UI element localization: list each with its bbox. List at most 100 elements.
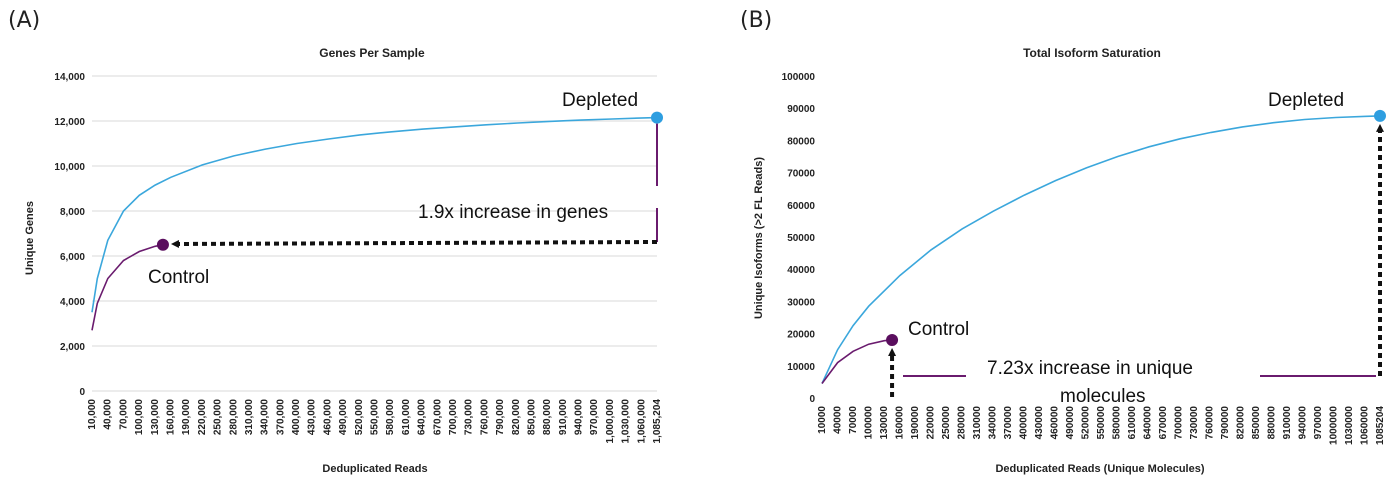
- x-tick-label: 430,000: [307, 399, 318, 436]
- x-tick-label: 790,000: [495, 399, 506, 436]
- depleted-label: Depleted: [1268, 90, 1344, 111]
- series-line-control: [821, 339, 893, 384]
- x-tick-label: 160000: [895, 406, 906, 440]
- x-tick-label: 610000: [1127, 406, 1138, 440]
- x-tick-label: 1,060,000: [636, 399, 647, 444]
- chart-b-title: Total Isoform Saturation: [1023, 46, 1161, 60]
- x-tick-label: 460,000: [322, 399, 333, 436]
- x-tick-label: 670,000: [432, 399, 443, 436]
- series-line-depleted: [821, 115, 1381, 384]
- y-tick-label: 12,000: [54, 117, 85, 128]
- x-tick-label: 940,000: [574, 399, 585, 436]
- series-line-depleted: [91, 116, 658, 313]
- x-tick-label: 400,000: [291, 399, 302, 436]
- x-tick-label: 250,000: [213, 399, 224, 436]
- x-tick-label: 730000: [1189, 406, 1200, 440]
- x-tick-label: 340,000: [260, 399, 271, 436]
- x-tick-label: 910,000: [558, 399, 569, 436]
- panel-b-label: (B): [740, 8, 773, 33]
- control-label: Control: [148, 267, 209, 288]
- endpoint-marker-control: [156, 238, 169, 251]
- x-tick-label: 280,000: [228, 399, 239, 436]
- x-tick-label: 640000: [1143, 406, 1154, 440]
- depleted-label: Depleted: [562, 90, 638, 111]
- x-tick-label: 1,030,000: [621, 399, 632, 444]
- increase-arrow: [170, 239, 658, 248]
- x-tick-label: 1030000: [1344, 406, 1355, 445]
- x-tick-label: 130000: [879, 406, 890, 440]
- endpoint-marker-depleted: [1374, 109, 1386, 122]
- x-tick-label: 700,000: [448, 399, 459, 436]
- x-tick-label: 370000: [1003, 406, 1014, 440]
- x-tick-label: 430000: [1034, 406, 1045, 440]
- x-tick-label: 520000: [1081, 406, 1092, 440]
- x-tick-label: 790000: [1220, 406, 1231, 440]
- x-tick-label: 160,000: [165, 399, 176, 436]
- y-tick-label: 100000: [782, 72, 816, 83]
- x-tick-label: 820000: [1236, 406, 1247, 440]
- x-tick-label: 850000: [1251, 406, 1262, 440]
- x-tick-label: 700000: [1174, 406, 1185, 440]
- plot-layer: 0 2,000 4,000 6,000 8,000 10,000 12,000 14,000 1…: [54, 72, 1386, 445]
- x-tick-label: 940000: [1298, 406, 1309, 440]
- x-tick-label: 70000: [848, 406, 859, 434]
- x-tick-label: 1060000: [1360, 406, 1371, 445]
- x-tick-label: 550,000: [370, 399, 381, 436]
- x-tick-label: 190,000: [181, 399, 192, 436]
- y-tick-label: 80000: [787, 136, 815, 147]
- x-tick-label: 250000: [941, 406, 952, 440]
- x-tick-label: 100000: [864, 406, 875, 440]
- y-tick-label: 8,000: [60, 207, 85, 218]
- x-tick-label: 1000000: [1329, 406, 1340, 445]
- x-tick-label: 640,000: [417, 399, 428, 436]
- x-tick-label: 280000: [957, 406, 968, 440]
- chart-a-title: Genes Per Sample: [319, 46, 425, 60]
- y-tick-label: 6,000: [60, 252, 85, 263]
- x-tick-label: 910000: [1282, 406, 1293, 440]
- y-tick-label: 70000: [787, 169, 815, 180]
- x-tick-label: 100,000: [134, 399, 145, 436]
- increase-annotation-line2: molecules: [1060, 386, 1146, 407]
- x-tick-label: 730,000: [464, 399, 475, 436]
- x-tick-label: 310,000: [244, 399, 255, 436]
- x-tick-label: 1085204: [1375, 406, 1386, 445]
- x-tick-label: 970000: [1313, 406, 1324, 440]
- x-tick-label: 970,000: [589, 399, 600, 436]
- x-tick-label: 820,000: [511, 399, 522, 436]
- y-tick-label: 20000: [787, 330, 815, 341]
- x-tick-label: 760,000: [479, 399, 490, 436]
- y-tick-label: 4,000: [60, 297, 85, 308]
- control-label: Control: [908, 319, 969, 340]
- endpoint-marker-control: [886, 334, 899, 347]
- x-tick-label: 40000: [833, 406, 844, 434]
- y-tick-label: 90000: [787, 104, 815, 115]
- x-tick-label: 670000: [1158, 406, 1169, 440]
- x-tick-label: 880000: [1267, 406, 1278, 440]
- increase-annotation-line1: 7.23x increase in unique: [987, 358, 1193, 379]
- x-tick-label: 850,000: [526, 399, 537, 436]
- x-tick-label: 400000: [1019, 406, 1030, 440]
- y-tick-label: 60000: [787, 201, 815, 212]
- y-tick-label: 0: [809, 394, 815, 405]
- x-tick-label: 1,085,204: [652, 399, 663, 444]
- x-tick-label: 220,000: [197, 399, 208, 436]
- x-tick-label: 580,000: [385, 399, 396, 436]
- x-tick-label: 10,000: [87, 399, 98, 430]
- x-tick-label: 880,000: [542, 399, 553, 436]
- x-tick-label: 1,000,000: [605, 399, 616, 444]
- y-tick-label: 50000: [787, 233, 815, 244]
- x-tick-label: 460000: [1050, 406, 1061, 440]
- chart-b-ylabel: Unique Isoforms (>2 FL Reads): [753, 157, 765, 319]
- x-tick-label: 40,000: [103, 399, 114, 430]
- y-tick-label: 0: [79, 387, 85, 398]
- x-tick-label: 370,000: [275, 399, 286, 436]
- endpoint-marker-depleted: [651, 111, 663, 124]
- x-tick-label: 10000: [817, 406, 828, 434]
- y-tick-label: 40000: [787, 265, 815, 276]
- x-tick-label: 490000: [1065, 406, 1076, 440]
- chart-a-ylabel: Unique Genes: [24, 201, 36, 275]
- y-tick-label: 30000: [787, 297, 815, 308]
- x-tick-label: 760000: [1205, 406, 1216, 440]
- x-tick-label: 580000: [1112, 406, 1123, 440]
- chart-a: 0 2,000 4,000 6,000 8,000 10,000 12,000 14,000 1…: [54, 72, 663, 444]
